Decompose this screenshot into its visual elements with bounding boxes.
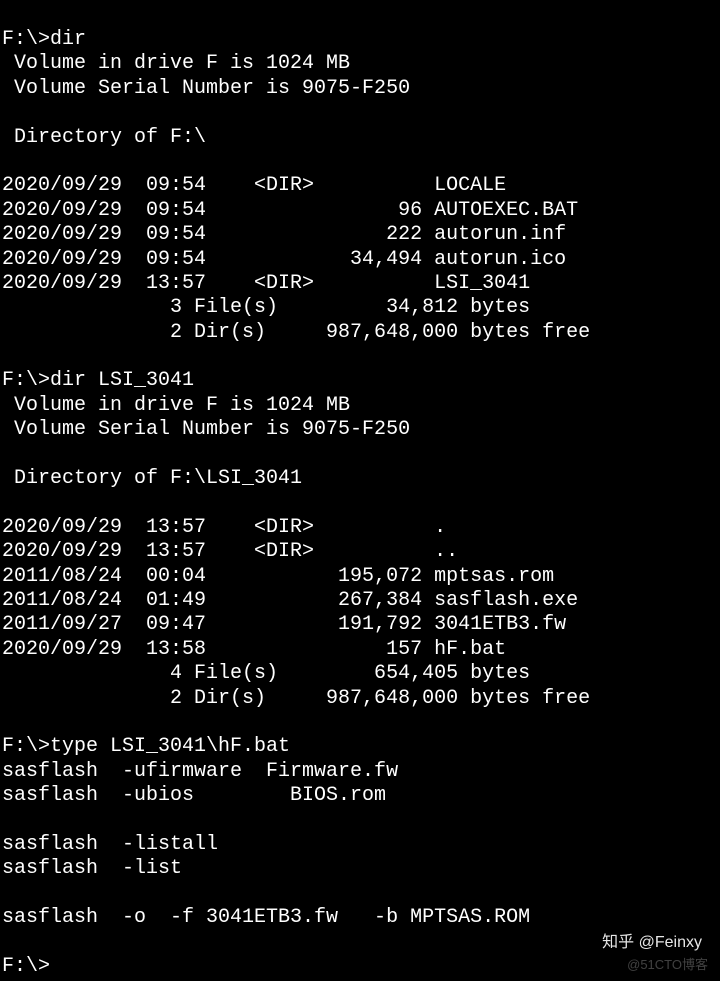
terminal-output: F:\>dir Volume in drive F is 1024 MB Vol…	[0, 20, 720, 979]
watermark-zhihu: 知乎 @Feinxy	[602, 933, 702, 953]
watermark-51cto: @51CTO博客	[627, 957, 708, 973]
